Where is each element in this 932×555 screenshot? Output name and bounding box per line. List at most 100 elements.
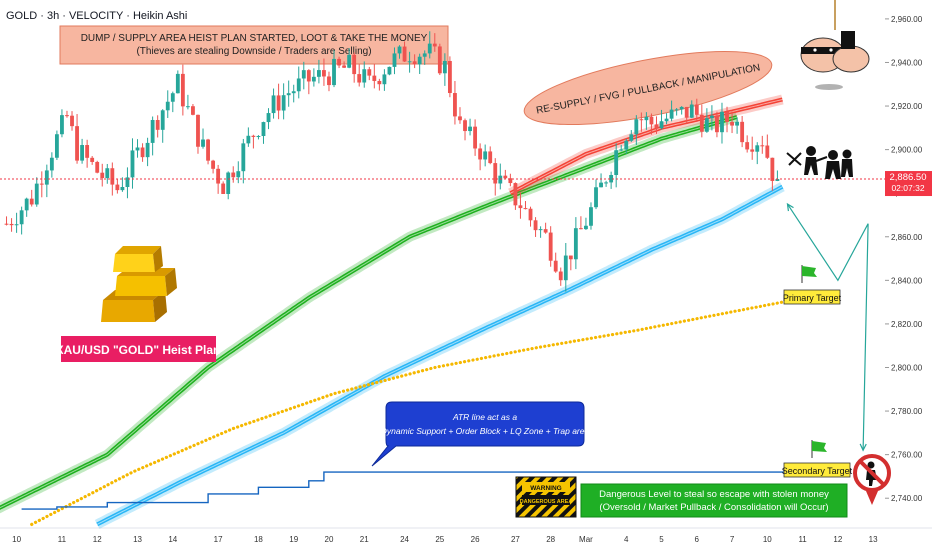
candle-body [523, 208, 528, 210]
candle-body [730, 121, 734, 126]
plan-label: XAU/USD "GOLD" Heist Plan [56, 336, 220, 362]
chart-header-title: GOLD · 3h · VELOCITY · Heikin Ashi [6, 10, 187, 22]
candle-body [447, 60, 452, 94]
candle-body [387, 66, 392, 75]
price-tick-label: 2,840.00 [891, 276, 923, 285]
candle-body [553, 260, 558, 272]
candle-body [372, 75, 377, 81]
candle-body [332, 58, 336, 86]
candle-body [629, 134, 634, 141]
time-tick-label: 13 [869, 535, 878, 544]
candle-body [211, 160, 216, 169]
ma-line-highlight [96, 186, 783, 525]
candle-body [664, 118, 669, 122]
candle-body [75, 126, 79, 161]
time-tick-label: 12 [93, 535, 102, 544]
candle-body [654, 124, 659, 129]
time-tick-label: 20 [325, 535, 334, 544]
candle-body [29, 198, 34, 205]
candle-body [639, 119, 644, 121]
candle-body [528, 208, 533, 221]
supply-box-line1: DUMP / SUPPLY AREA HEIST PLAN STARTED, L… [81, 33, 428, 44]
secondary-target: Secondary Target [782, 462, 853, 478]
candle-body [49, 157, 54, 171]
time-tick-label: 7 [730, 535, 735, 544]
candle-body [709, 115, 714, 119]
candle-body [548, 232, 553, 261]
time-tick-label: 11 [58, 535, 67, 544]
candle-body [337, 58, 341, 66]
secondary-target-label: Secondary Target [782, 466, 853, 476]
time-tick-label: 24 [400, 535, 409, 544]
candle-body [110, 168, 115, 185]
candle-body [735, 121, 740, 126]
candle-body [80, 145, 85, 161]
candle-body [463, 120, 467, 132]
danger-box-line1: Dangerous Level to steal so escape with … [599, 489, 829, 500]
price-tick-label: 2,760.00 [891, 451, 923, 460]
candle-body [412, 61, 417, 65]
candle-body [322, 70, 326, 77]
time-tick-label: 12 [833, 535, 842, 544]
candle-body [216, 168, 221, 184]
current-price-tag: 2,886.50 02:07:32 [885, 171, 932, 197]
candle-body [362, 69, 367, 83]
candle-body [357, 74, 362, 83]
price-tick-label: 2,940.00 [891, 58, 923, 67]
candle-body [241, 143, 246, 172]
gold-bars-icon [101, 246, 177, 322]
candle-body [513, 183, 518, 206]
candle-body [185, 106, 190, 108]
primary-target: Primary Target [783, 289, 842, 305]
candle-body [563, 255, 568, 281]
candle-body [54, 134, 59, 158]
supply-box-line2: (Thieves are stealing Downside / Traders… [136, 46, 371, 57]
danger-box: Dangerous Level to steal so escape with … [580, 483, 848, 518]
candle-body [115, 184, 120, 191]
time-tick-label: 28 [546, 535, 555, 544]
candle-body [604, 182, 609, 184]
candle-body [740, 121, 745, 143]
bar-countdown: 02:07:32 [891, 183, 924, 193]
time-tick-label: 25 [435, 535, 444, 544]
candle-body [251, 135, 256, 137]
candle-body [619, 149, 624, 151]
candle-body [568, 255, 573, 260]
candle-body [70, 115, 74, 127]
candle-body [347, 54, 352, 68]
price-tick-label: 2,860.00 [891, 233, 923, 242]
candle-body [422, 53, 427, 57]
candle-body [493, 163, 498, 184]
warning-sign-bottom: DANGEROUS AREA [520, 499, 573, 505]
candle-body [231, 172, 236, 178]
candle-body [85, 145, 90, 158]
candle-body [236, 171, 241, 178]
candle-body [503, 175, 508, 179]
candle-body [256, 136, 261, 138]
time-tick-label: 4 [624, 535, 629, 544]
time-tick-label: 21 [360, 535, 369, 544]
candle-body [518, 205, 523, 209]
candle-body [483, 151, 488, 160]
candle-body [140, 147, 145, 158]
time-tick-label: 6 [695, 535, 700, 544]
time-tick-label: 10 [12, 535, 21, 544]
candle-body [538, 229, 543, 231]
candle-body [407, 61, 412, 63]
candle-body [397, 46, 402, 54]
candle-body [458, 116, 462, 121]
candle-body [634, 119, 639, 135]
candle-body [573, 228, 578, 260]
candle-body [694, 104, 699, 115]
price-tick-label: 2,800.00 [891, 363, 923, 372]
candle-body [614, 150, 619, 176]
candle-body [508, 178, 513, 184]
ma-line-yellow [30, 300, 784, 526]
candle-body [271, 95, 276, 114]
time-tick-label: 19 [289, 535, 298, 544]
atr-callout-line1: ATR line act as a [452, 412, 517, 422]
projection-arrowhead [786, 202, 794, 212]
candle-body [130, 150, 135, 178]
candle-body [296, 78, 301, 92]
